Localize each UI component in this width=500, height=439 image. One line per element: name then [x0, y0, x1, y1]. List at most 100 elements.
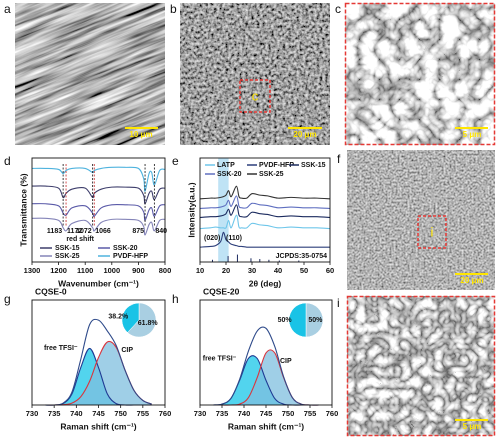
series-line: [45, 318, 152, 406]
plot-frame: [199, 299, 333, 406]
peak-label: 1066: [95, 228, 111, 235]
legend-label: SSK-15: [55, 245, 80, 252]
pie-label: 50%: [278, 317, 293, 324]
series-label: CIP: [280, 358, 292, 365]
peak-label: 840: [155, 228, 167, 235]
x-tick-label: 1300: [24, 266, 41, 275]
x-tick-label: 730: [26, 409, 39, 418]
annotation: (020): [204, 235, 220, 242]
x-tick-label: 1100: [77, 266, 93, 275]
legend-label: SSK-15: [301, 162, 326, 169]
x-tick-label: 735: [48, 409, 61, 418]
x-tick-label: 1000: [103, 266, 120, 275]
peak-label: 875: [132, 228, 144, 235]
panel-label: b: [170, 2, 177, 16]
x-tick-label: 30: [248, 266, 256, 275]
x-tick-label: 900: [132, 266, 145, 275]
inset-label: i: [431, 224, 434, 239]
x-tick-label: 740: [238, 409, 251, 418]
panel-label: h: [172, 292, 179, 306]
series-line: [31, 217, 166, 236]
series-line: [31, 166, 166, 192]
series-label: CIP: [121, 347, 133, 354]
y-axis-label: Intensity(a.u.): [186, 182, 196, 237]
x-tick-label: 730: [194, 409, 207, 418]
panel-label: a: [4, 2, 11, 16]
legend-label: SSK-20: [217, 171, 242, 178]
x-tick-label: 10: [196, 266, 204, 275]
sem-image-f: [347, 150, 495, 290]
x-axis-label: 2θ (deg): [249, 278, 282, 288]
reference-label: JCPDS:35-0754: [276, 253, 327, 260]
series-line: [199, 204, 331, 218]
pie-slice: [288, 302, 307, 338]
x-tick-label: 760: [159, 409, 172, 418]
zoom-box: [239, 79, 271, 113]
peak-label: 1072: [76, 228, 92, 235]
series-line: [199, 195, 331, 210]
annotation: red shift: [66, 236, 94, 243]
scale-bar-label: 5 μm: [463, 422, 482, 431]
sem-image-a: [15, 3, 165, 145]
series-label: free TFSI⁻: [203, 355, 237, 362]
legend-label: SSK-25: [259, 171, 284, 178]
x-tick-label: 755: [304, 409, 317, 418]
x-tick-label: 800: [159, 266, 172, 275]
plot-frame: [31, 299, 166, 406]
zoom-border: [344, 2, 496, 146]
legend-label: LATP: [217, 162, 235, 169]
x-tick-label: 755: [137, 409, 150, 418]
panel-label: g: [4, 292, 11, 306]
series-area: [213, 349, 319, 406]
sem-image-b: [180, 3, 330, 145]
x-tick-label: 740: [70, 409, 83, 418]
x-tick-label: 760: [326, 409, 339, 418]
x-tick-label: 50: [300, 266, 308, 275]
peak-label: 1172: [67, 228, 82, 235]
x-tick-label: 1200: [50, 266, 67, 275]
chart-title: CQSE-20: [203, 286, 240, 296]
x-tick-label: 735: [216, 409, 229, 418]
pie-slice: [127, 302, 157, 338]
pie-label: 38.2%: [108, 313, 129, 320]
sem-image-c: [345, 3, 495, 145]
annotation: (110): [226, 235, 242, 242]
peak-label: 1183: [47, 228, 62, 235]
inset-label: c: [252, 88, 259, 103]
zoom-border: [346, 295, 496, 437]
x-tick-label: 750: [114, 409, 127, 418]
legend-label: PVDF-HFP: [259, 162, 294, 169]
x-axis-label: Raman shift (cm⁻¹): [60, 421, 136, 431]
scale-bar-label: 10 μm: [129, 130, 152, 139]
pie-label: 50%: [308, 317, 323, 324]
series-label: free TFSI⁻: [44, 345, 78, 352]
panel-label: c: [335, 2, 341, 16]
scale-bar-label: 20 μm: [460, 276, 483, 285]
chart-title: CQSE-0: [35, 286, 67, 296]
sem-image-i: [347, 296, 495, 436]
pie-slice: [305, 302, 324, 338]
x-tick-label: 40: [274, 266, 282, 275]
plot-frame: [199, 157, 331, 263]
panel-label: d: [4, 154, 11, 168]
scale-bar-label: 20 μm: [293, 130, 316, 139]
x-tick-label: 745: [260, 409, 273, 418]
series-line: [199, 231, 330, 248]
x-tick-label: 745: [92, 409, 105, 418]
y-axis-label: Transmittance (%): [18, 173, 28, 246]
plot-frame: [31, 157, 166, 263]
x-axis-label: Raman shift (cm⁻¹): [228, 421, 304, 431]
pie-label: 61.8%: [138, 320, 159, 327]
series-area: [45, 341, 152, 406]
x-axis-label: Wavenumber (cm⁻¹): [58, 278, 139, 288]
legend-label: SSK-20: [113, 245, 138, 252]
x-tick-label: 60: [326, 266, 334, 275]
panel-label: e: [172, 154, 179, 168]
series-line: [213, 326, 319, 406]
scale-bar-label: 5 μm: [463, 130, 482, 139]
legend-label: PVDF-HFP: [113, 253, 148, 260]
pie-slice: [121, 302, 140, 333]
panel-label: i: [337, 296, 340, 310]
